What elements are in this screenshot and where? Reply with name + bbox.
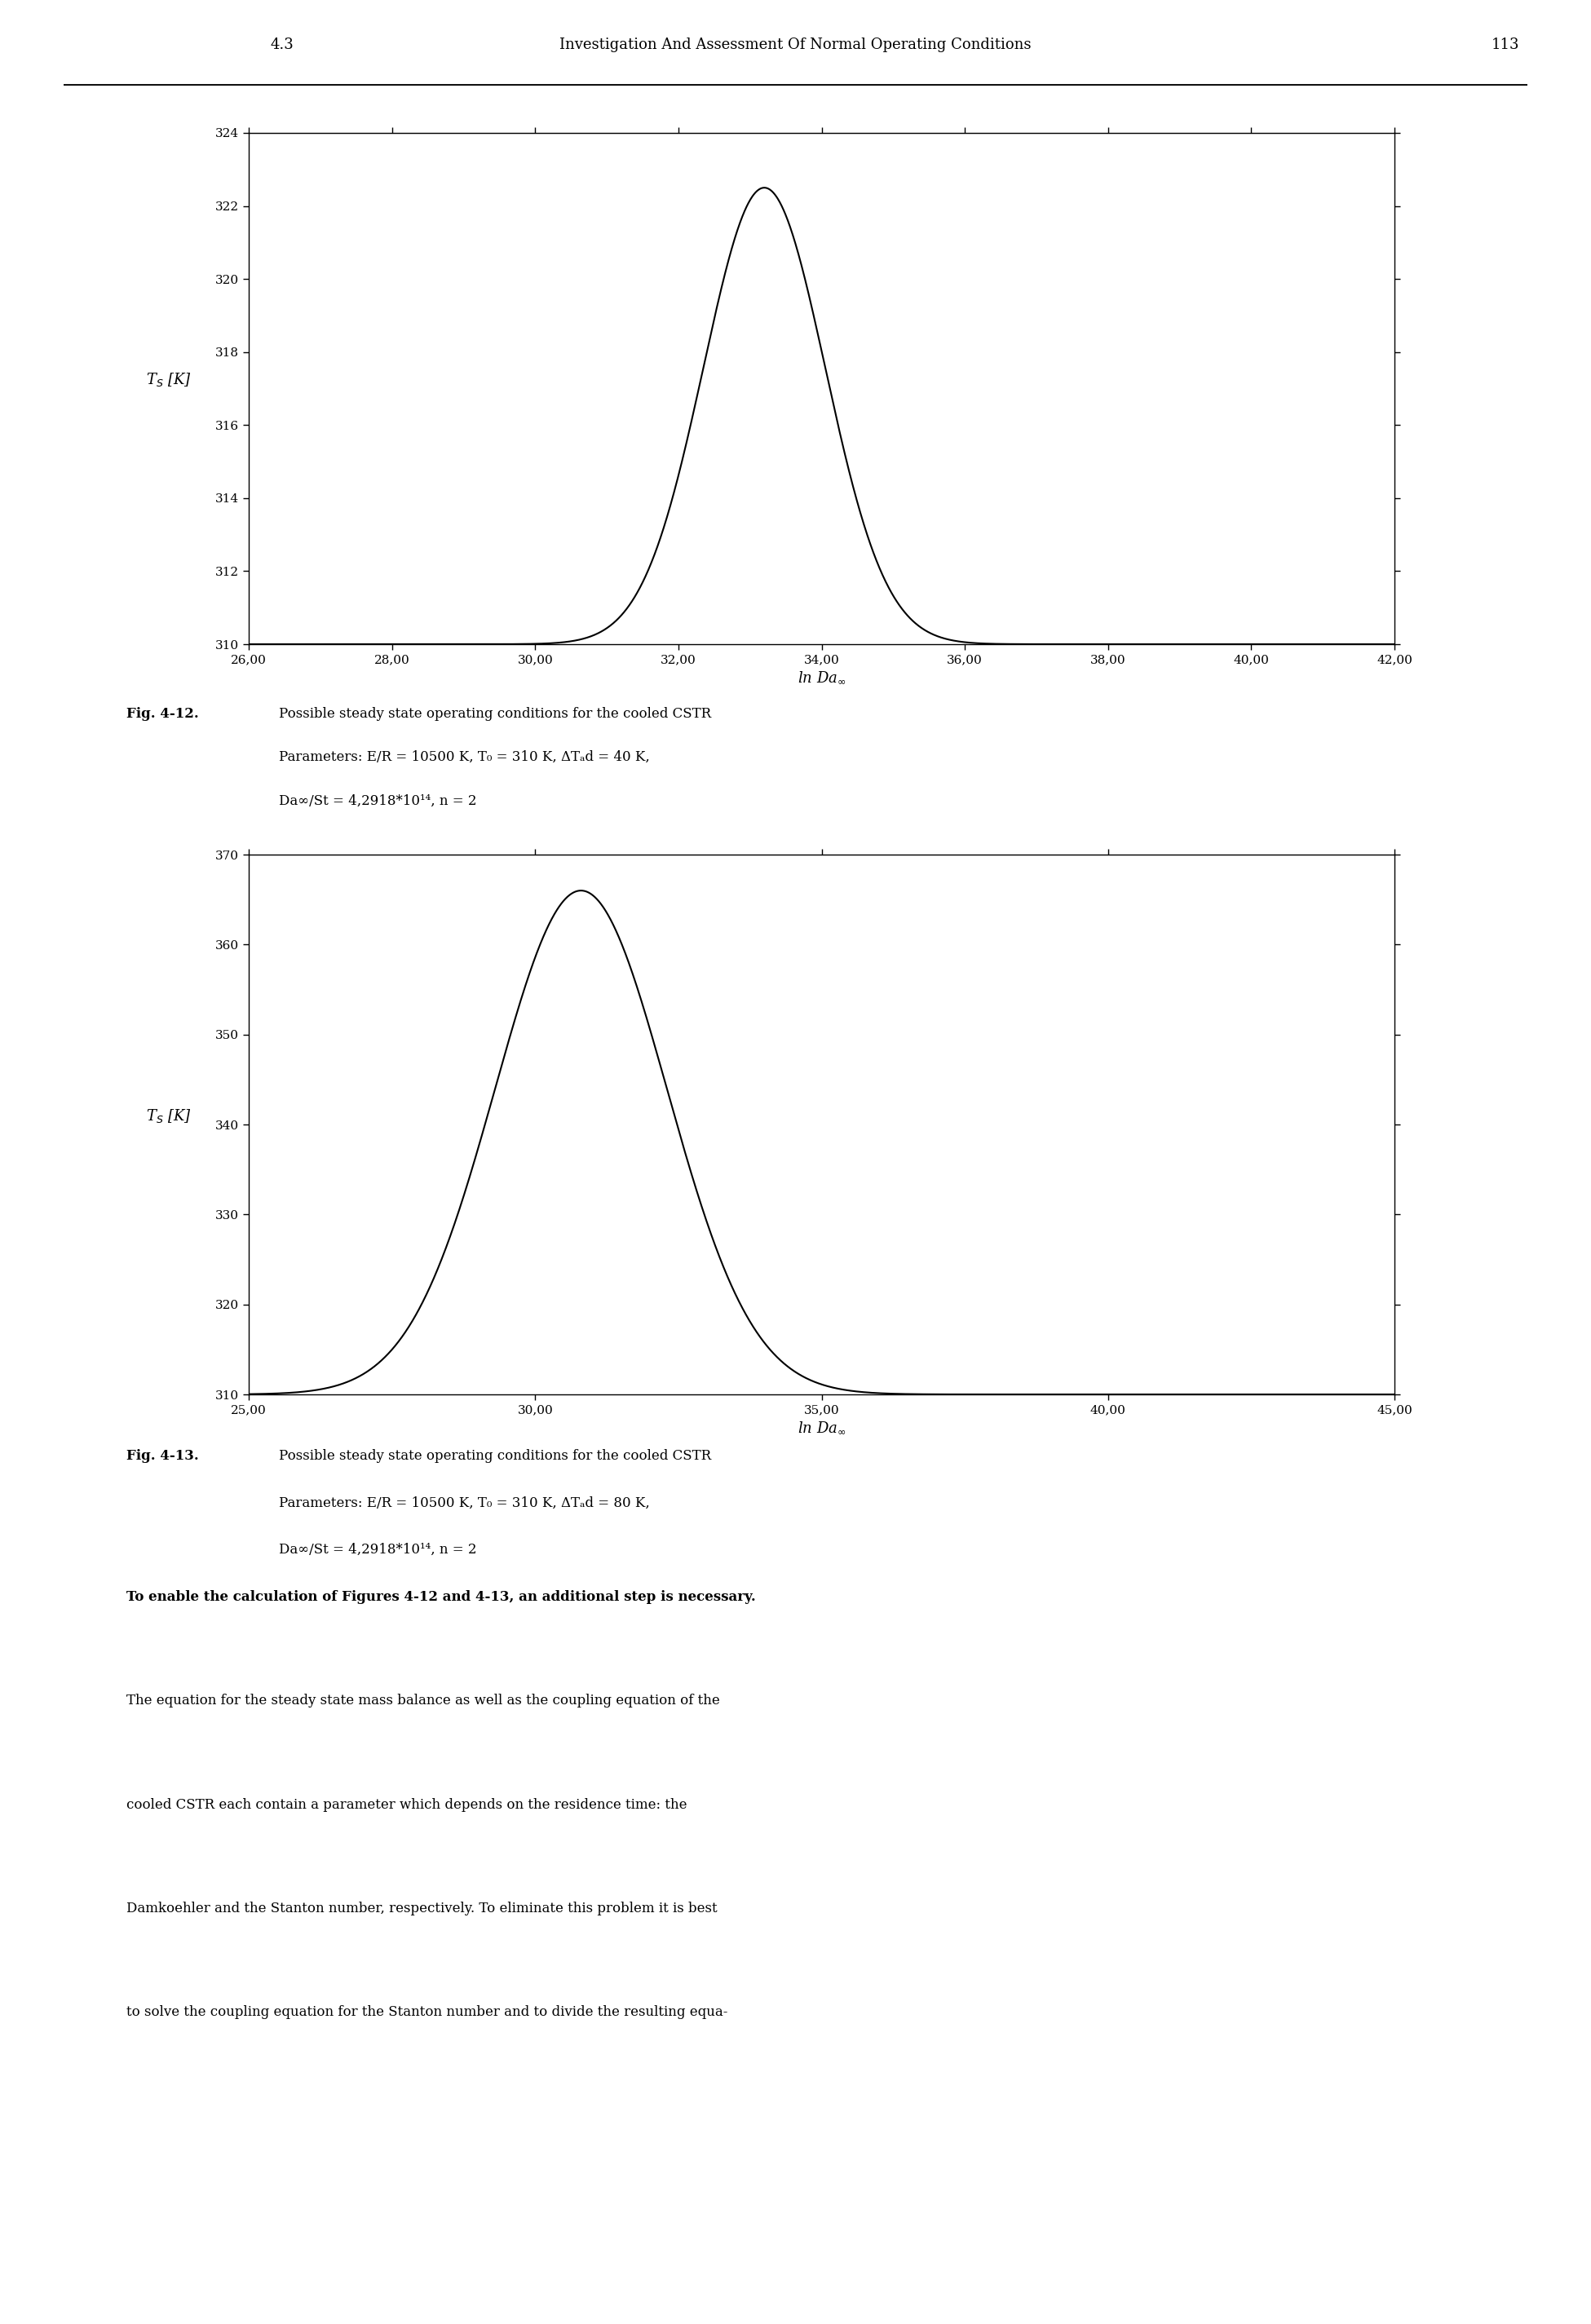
Text: Possible steady state operating conditions for the cooled CSTR: Possible steady state operating conditio… [278, 1450, 711, 1464]
X-axis label: ln Da$_{\infty}$: ln Da$_{\infty}$ [797, 1420, 846, 1436]
Y-axis label: T$_S$ [K]: T$_S$ [K] [146, 372, 191, 388]
Text: Investigation And Assessment Of Normal Operating Conditions: Investigation And Assessment Of Normal O… [560, 37, 1031, 51]
Text: Possible steady state operating conditions for the cooled CSTR: Possible steady state operating conditio… [278, 706, 711, 720]
Text: 113: 113 [1491, 37, 1519, 51]
Text: To enable the calculation of Figures 4-12 and 4-13, an additional step is necess: To enable the calculation of Figures 4-1… [126, 1590, 756, 1604]
Text: Da∞/St = 4,2918*10¹⁴, n = 2: Da∞/St = 4,2918*10¹⁴, n = 2 [278, 1543, 477, 1557]
Text: Fig. 4-12.: Fig. 4-12. [126, 706, 199, 720]
Text: Parameters: E/R = 10500 K, T₀ = 310 K, ΔTₐd = 80 K,: Parameters: E/R = 10500 K, T₀ = 310 K, Δ… [278, 1497, 649, 1511]
Y-axis label: T$_S$ [K]: T$_S$ [K] [146, 1106, 191, 1125]
Text: cooled CSTR each contain a parameter which depends on the residence time: the: cooled CSTR each contain a parameter whi… [126, 1799, 687, 1810]
Text: Fig. 4-13.: Fig. 4-13. [126, 1450, 199, 1464]
Text: 4.3: 4.3 [270, 37, 294, 51]
Text: Parameters: E/R = 10500 K, T₀ = 310 K, ΔTₐd = 40 K,: Parameters: E/R = 10500 K, T₀ = 310 K, Δ… [278, 751, 649, 765]
X-axis label: ln Da$_{\infty}$: ln Da$_{\infty}$ [797, 669, 846, 686]
Text: to solve the coupling equation for the Stanton number and to divide the resultin: to solve the coupling equation for the S… [126, 2006, 727, 2020]
Text: Damkoehler and the Stanton number, respectively. To eliminate this problem it is: Damkoehler and the Stanton number, respe… [126, 1901, 718, 1915]
Text: The equation for the steady state mass balance as well as the coupling equation : The equation for the steady state mass b… [126, 1694, 719, 1708]
Text: Da∞/St = 4,2918*10¹⁴, n = 2: Da∞/St = 4,2918*10¹⁴, n = 2 [278, 795, 477, 809]
